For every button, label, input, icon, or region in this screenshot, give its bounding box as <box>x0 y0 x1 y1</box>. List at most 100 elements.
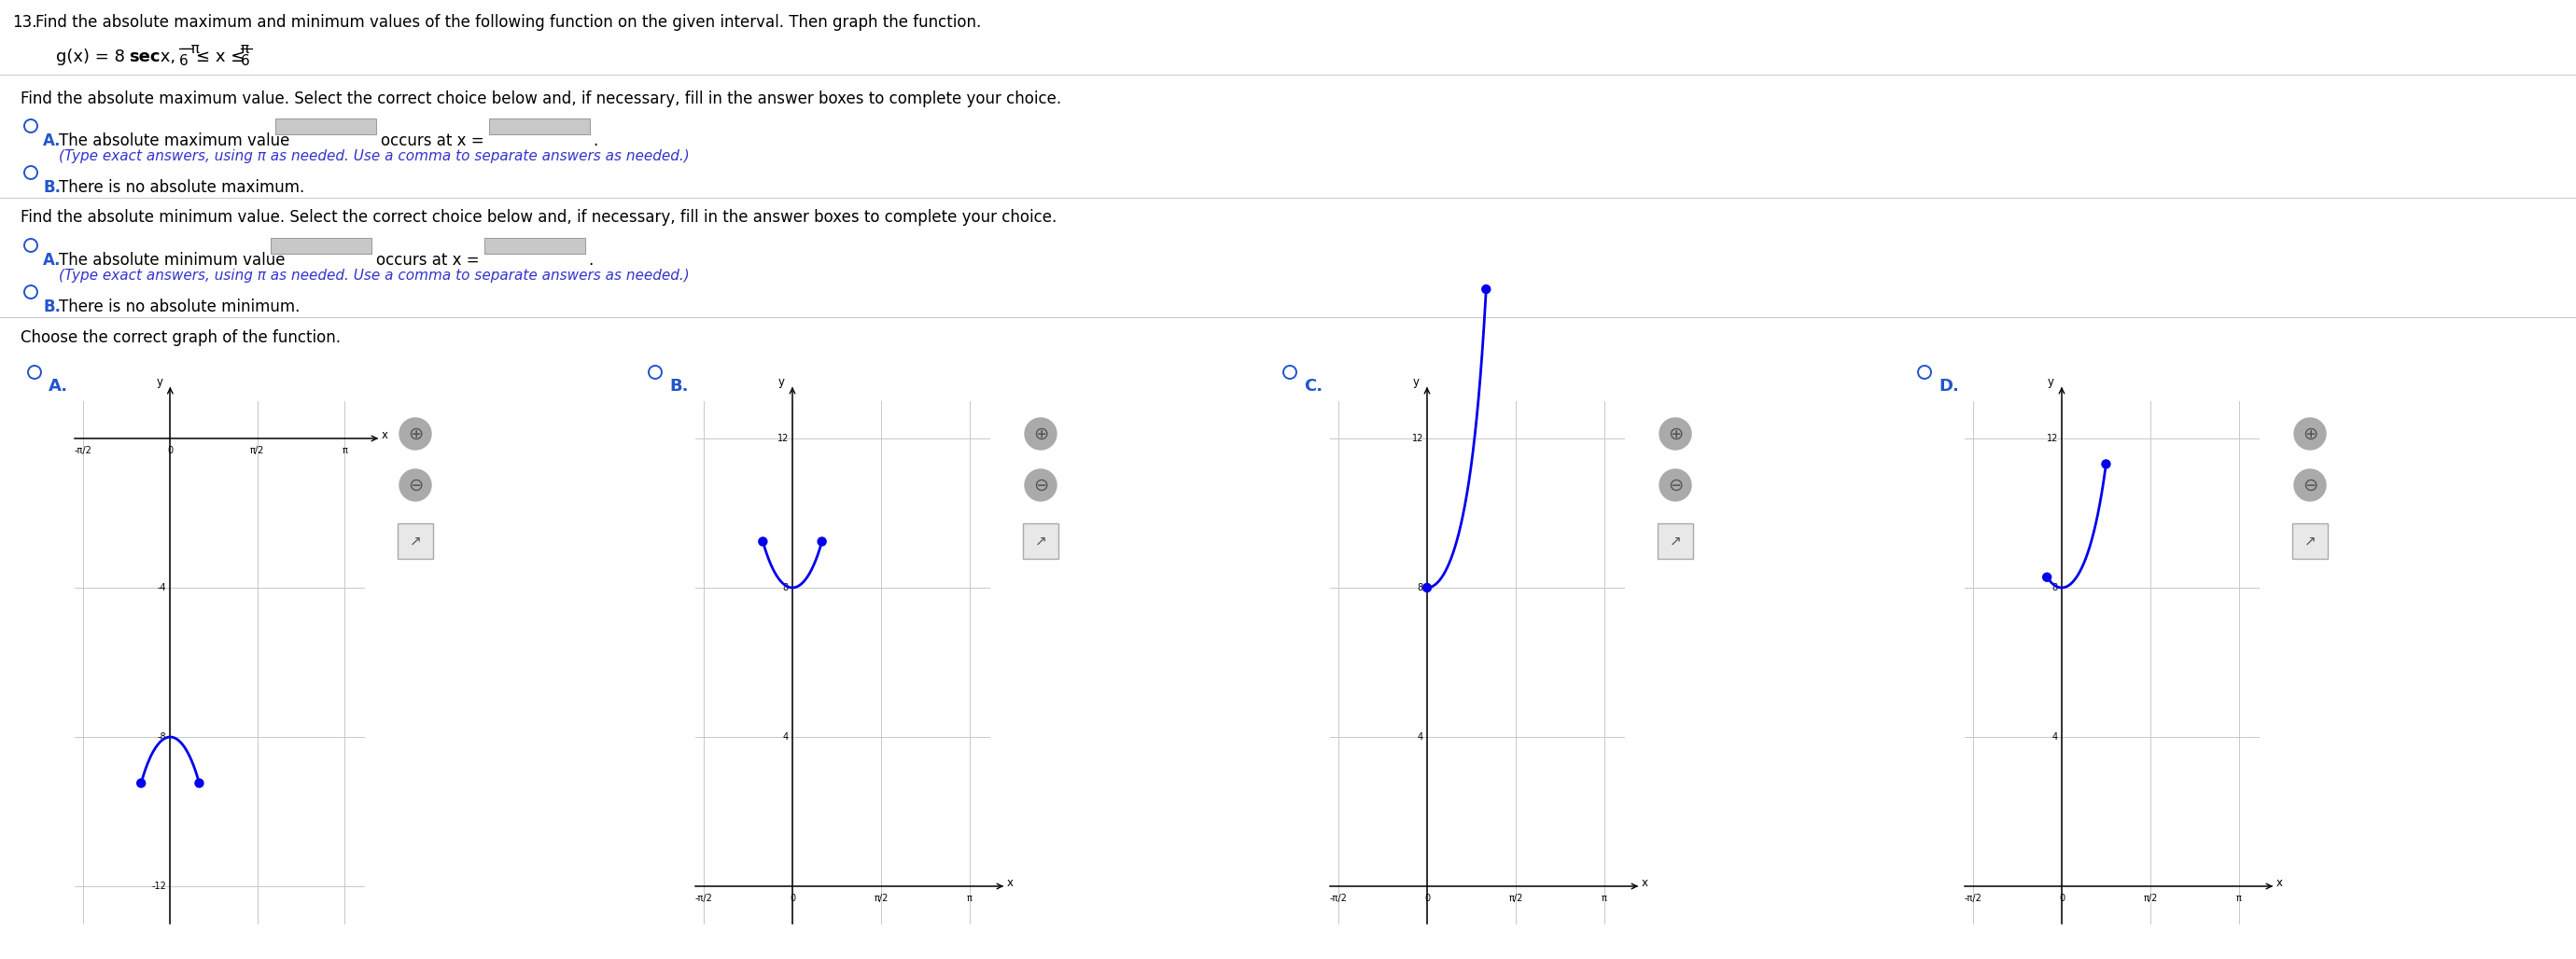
Circle shape <box>1025 418 1056 450</box>
Text: −π: −π <box>180 42 198 56</box>
Text: .: . <box>592 132 598 150</box>
Text: x: x <box>1007 877 1012 889</box>
Text: x: x <box>381 429 389 441</box>
Circle shape <box>1659 469 1692 501</box>
Circle shape <box>137 779 144 787</box>
Text: occurs at x =: occurs at x = <box>381 132 484 150</box>
Text: ⊕: ⊕ <box>1033 425 1048 443</box>
Text: Find the absolute maximum value. Select the correct choice below and, if necessa: Find the absolute maximum value. Select … <box>21 90 1061 107</box>
Text: B.: B. <box>44 298 62 316</box>
Text: -π/2: -π/2 <box>1965 894 1981 903</box>
Text: Find the absolute maximum and minimum values of the following function on the gi: Find the absolute maximum and minimum va… <box>36 14 981 31</box>
Text: y: y <box>1414 377 1419 388</box>
Text: D.: D. <box>1940 378 1958 394</box>
Text: sec: sec <box>129 49 160 65</box>
Text: 4: 4 <box>2053 733 2058 741</box>
Text: (Type exact answers, using π as needed. Use a comma to separate answers as neede: (Type exact answers, using π as needed. … <box>59 269 690 283</box>
Text: (Type exact answers, using π as needed. Use a comma to separate answers as neede: (Type exact answers, using π as needed. … <box>59 150 690 163</box>
Circle shape <box>760 537 768 546</box>
Text: π: π <box>1602 894 1607 903</box>
Circle shape <box>399 469 430 501</box>
Text: 4: 4 <box>1417 733 1425 741</box>
Text: 6: 6 <box>240 54 250 68</box>
Circle shape <box>2043 573 2050 581</box>
FancyBboxPatch shape <box>2293 524 2329 559</box>
FancyBboxPatch shape <box>270 238 371 253</box>
FancyBboxPatch shape <box>276 118 376 134</box>
FancyBboxPatch shape <box>397 524 433 559</box>
Text: 13.: 13. <box>13 14 36 31</box>
Text: -4: -4 <box>157 583 167 593</box>
Text: ⊕: ⊕ <box>407 425 422 443</box>
Text: A.: A. <box>44 252 62 269</box>
Text: The absolute maximum value: The absolute maximum value <box>59 132 289 150</box>
Circle shape <box>817 537 827 546</box>
Text: occurs at x =: occurs at x = <box>376 252 479 269</box>
Text: π/2: π/2 <box>250 446 265 456</box>
Text: 12: 12 <box>2045 433 2058 443</box>
Text: π/2: π/2 <box>873 894 889 903</box>
Text: 12: 12 <box>1412 433 1425 443</box>
Text: A.: A. <box>44 132 62 150</box>
Text: π: π <box>343 446 348 456</box>
FancyBboxPatch shape <box>1656 524 1692 559</box>
Text: C.: C. <box>1303 378 1321 394</box>
Text: Choose the correct graph of the function.: Choose the correct graph of the function… <box>21 329 340 346</box>
Text: The absolute minimum value: The absolute minimum value <box>59 252 286 269</box>
FancyBboxPatch shape <box>1023 524 1059 559</box>
FancyBboxPatch shape <box>489 118 590 134</box>
Text: y: y <box>2048 377 2053 388</box>
Text: ⊖: ⊖ <box>407 477 422 494</box>
Text: ⊕: ⊕ <box>2303 425 2318 443</box>
Text: x,: x, <box>155 49 175 65</box>
Text: ↗: ↗ <box>2303 534 2316 548</box>
Text: ↗: ↗ <box>1036 534 1046 548</box>
FancyBboxPatch shape <box>484 238 585 253</box>
Text: -π/2: -π/2 <box>75 446 93 456</box>
Text: There is no absolute maximum.: There is no absolute maximum. <box>59 179 304 196</box>
Text: g(x) = 8: g(x) = 8 <box>57 49 131 65</box>
Text: π/2: π/2 <box>2143 894 2159 903</box>
Text: ⊖: ⊖ <box>1033 477 1048 494</box>
Circle shape <box>1481 285 1492 293</box>
Text: ↗: ↗ <box>1669 534 1682 548</box>
Text: 12: 12 <box>778 433 788 443</box>
Text: ⊖: ⊖ <box>2303 477 2318 494</box>
Text: 4: 4 <box>783 733 788 741</box>
Text: π/2: π/2 <box>1510 894 1522 903</box>
Text: y: y <box>157 377 162 388</box>
Text: 0: 0 <box>2058 894 2063 903</box>
Text: A.: A. <box>49 378 67 394</box>
Text: π: π <box>240 42 250 56</box>
Text: 8: 8 <box>1417 583 1425 593</box>
Text: .: . <box>587 252 592 269</box>
Text: Find the absolute minimum value. Select the correct choice below and, if necessa: Find the absolute minimum value. Select … <box>21 209 1056 225</box>
Text: ≤ x ≤: ≤ x ≤ <box>196 49 245 65</box>
Circle shape <box>2295 469 2326 501</box>
Text: B.: B. <box>670 378 688 394</box>
Text: 8: 8 <box>783 583 788 593</box>
Text: There is no absolute minimum.: There is no absolute minimum. <box>59 298 299 316</box>
Circle shape <box>1422 583 1432 592</box>
Circle shape <box>1025 469 1056 501</box>
Text: 0: 0 <box>1425 894 1430 903</box>
Text: -π/2: -π/2 <box>696 894 714 903</box>
Text: 0: 0 <box>788 894 796 903</box>
Circle shape <box>196 779 204 787</box>
Text: y: y <box>778 377 786 388</box>
Text: -12: -12 <box>152 881 167 891</box>
Circle shape <box>2295 418 2326 450</box>
Text: ⊖: ⊖ <box>1667 477 1682 494</box>
Text: -π/2: -π/2 <box>1329 894 1347 903</box>
Circle shape <box>2102 460 2110 468</box>
Text: 0: 0 <box>167 446 173 456</box>
Text: x: x <box>1641 877 1649 889</box>
Text: B.: B. <box>44 179 62 196</box>
Text: x: x <box>2277 877 2282 889</box>
Text: π: π <box>966 894 971 903</box>
Text: 8: 8 <box>2053 583 2058 593</box>
Text: 6: 6 <box>180 54 188 68</box>
Circle shape <box>399 418 430 450</box>
Text: ↗: ↗ <box>410 534 422 548</box>
Text: -8: -8 <box>157 733 167 741</box>
